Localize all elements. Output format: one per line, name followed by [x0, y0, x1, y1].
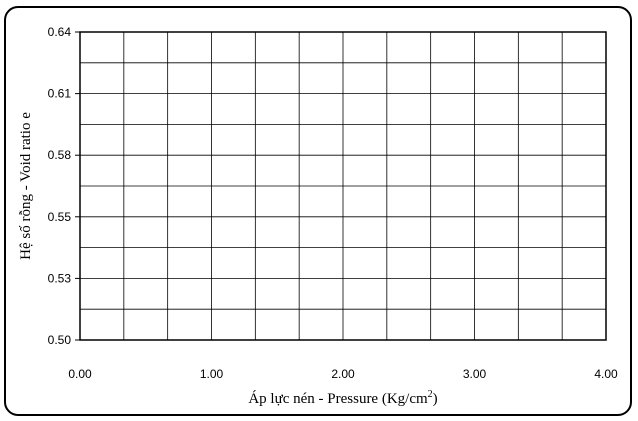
- x-tick-label: 1.00: [200, 367, 224, 381]
- plot-area: [79, 31, 607, 341]
- x-tick-label: 0.00: [68, 367, 92, 381]
- x-axis-title: Áp lực nén - Pressure (Kg/cm2): [248, 389, 437, 407]
- y-axis-title: Hệ số rỗng - Void ratio e: [18, 112, 34, 260]
- grid-lines: [80, 32, 606, 340]
- x-tick-label: 2.00: [331, 367, 355, 381]
- x-tick-label: 3.00: [463, 367, 487, 381]
- x-axis-title-text: Áp lực nén - Pressure (Kg/cm: [248, 390, 428, 407]
- y-tick-labels: 0.50 0.53 0.55 0.58 0.61 0.64: [48, 25, 80, 347]
- y-tick-label: 0.64: [48, 25, 72, 39]
- x-tick-labels: 0.00 1.00 2.00 3.00 4.00: [68, 367, 618, 381]
- x-axis-title-end: ): [433, 391, 438, 407]
- chart-frame: [4, 6, 632, 416]
- y-tick-label: 0.50: [48, 333, 72, 347]
- y-tick-label: 0.58: [48, 148, 72, 162]
- x-tick-label: 4.00: [594, 367, 618, 381]
- x-axis-title-superscript: 2: [428, 389, 433, 400]
- y-tick-label: 0.55: [48, 210, 72, 224]
- y-tick-label: 0.53: [48, 271, 72, 285]
- y-tick-label: 0.61: [48, 87, 72, 101]
